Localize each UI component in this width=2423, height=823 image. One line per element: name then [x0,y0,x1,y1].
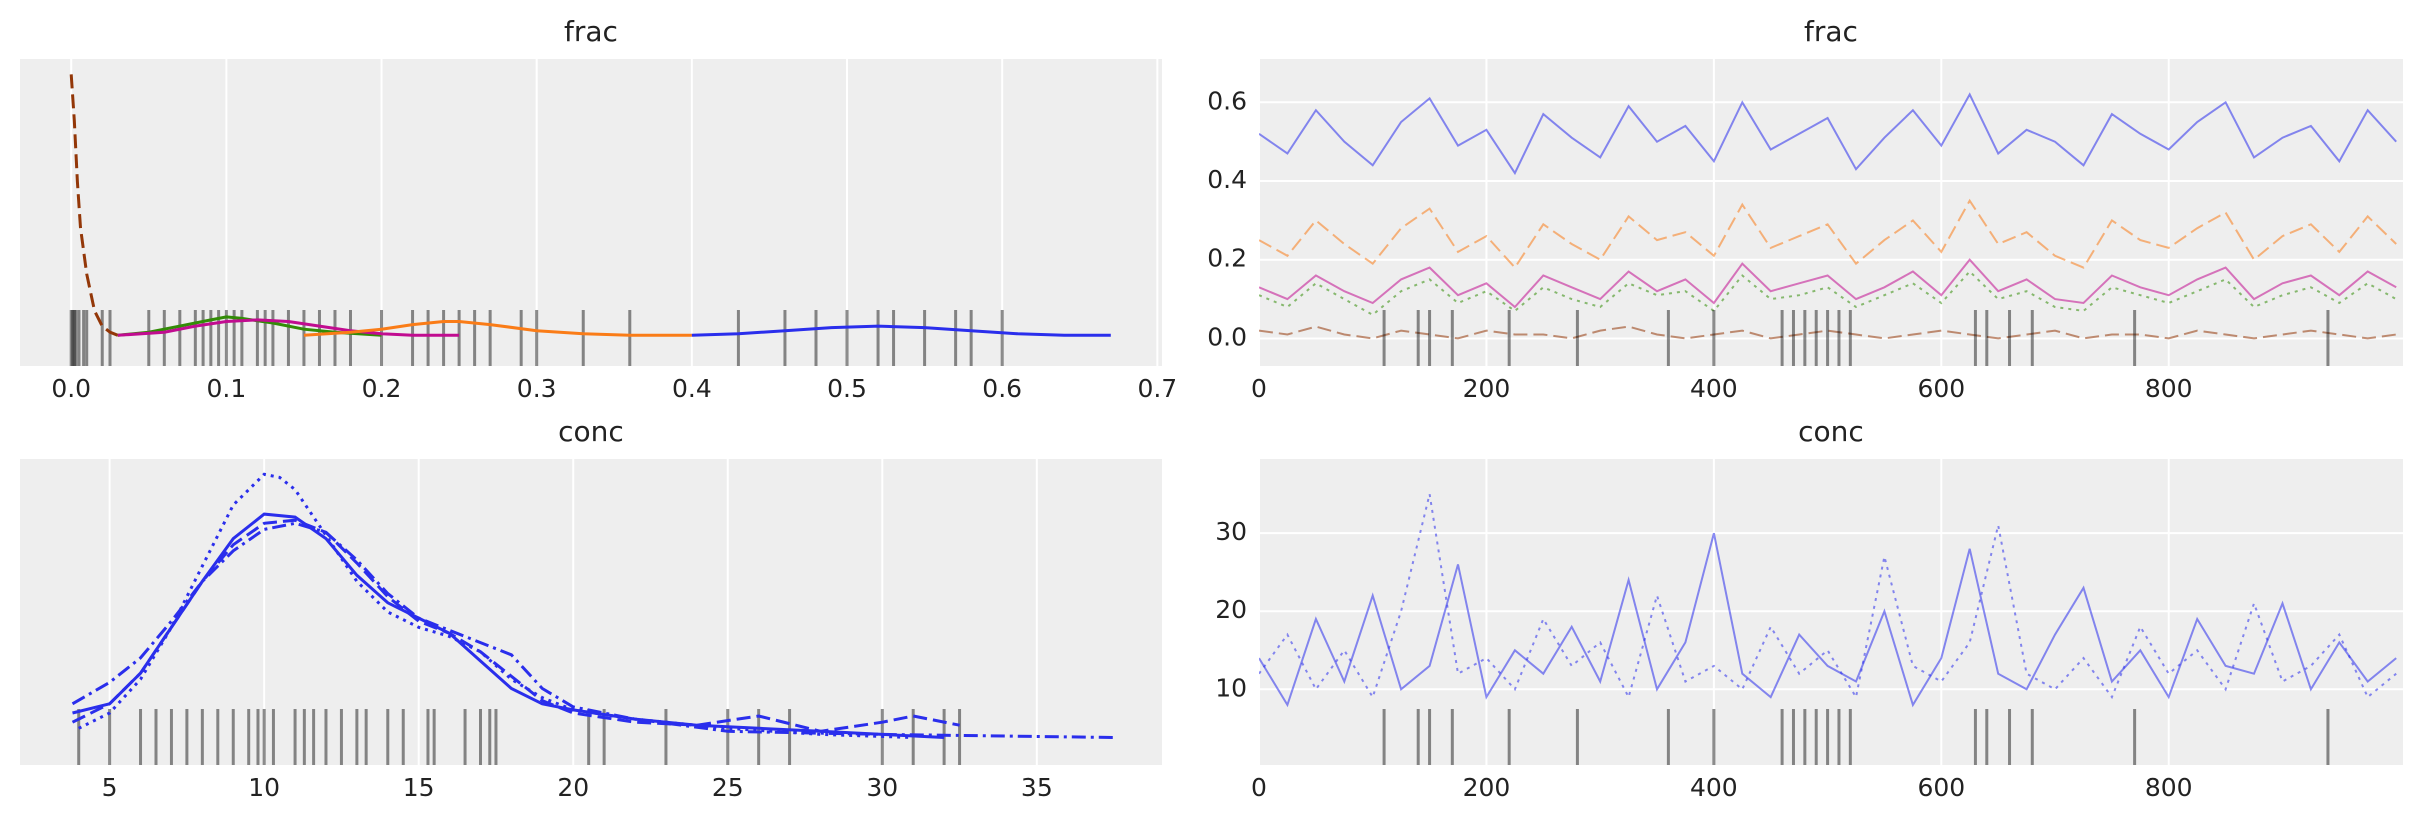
y-tick-label: 0.4 [1207,165,1247,194]
series-line [78,472,914,739]
y-tick-label: 20 [1215,595,1247,624]
x-tick-label: 25 [712,773,744,802]
panel: frac 0.0 0.1 0.2 0.3 0.4 0.5 0.6 0.7 [20,15,1177,403]
series-line [691,324,1111,337]
x-tick-label: 400 [1690,374,1738,403]
x-tick-label: 0.3 [517,374,557,403]
x-tick-label: 0.1 [206,374,246,403]
series-line [1259,493,2397,700]
plot-area [1259,59,2403,366]
x-tick-label: 800 [2145,374,2193,403]
plot-area [20,459,1162,765]
y-tick-label: 0.0 [1207,322,1247,351]
series-line [71,518,960,733]
x-tick-label: 600 [1917,773,1965,802]
series-line [1259,325,2397,340]
x-tick-label: 0 [1251,773,1267,802]
plot-area [20,59,1162,366]
y-tick-label: 30 [1215,517,1247,546]
x-tick-label: 20 [557,773,589,802]
series-line [1259,532,2397,708]
series-line [1259,270,2397,317]
x-tick-label: 5 [102,773,118,802]
x-tick-label: 0.4 [672,374,712,403]
series-line [117,315,382,337]
panel-title: conc [1798,415,1864,448]
series-line [117,318,460,337]
x-tick-label: 10 [248,773,280,802]
series-line [1259,198,2397,270]
marks [71,472,1115,765]
series-line [1259,92,2397,176]
series-line [303,320,692,337]
x-tick-label: 0.2 [362,374,402,403]
x-tick-label: 200 [1463,374,1511,403]
x-tick-label: 0.0 [51,374,91,403]
panel: conc 0 200 400 600 800 10 20 30 [1215,415,2403,802]
series-line [69,74,119,337]
panel-title: frac [564,15,618,48]
x-tick-label: 0.5 [827,374,867,403]
panel: conc 5 10 15 20 25 30 35 [20,415,1162,802]
x-tick-label: 35 [1021,773,1053,802]
x-tick-label: 0 [1251,374,1267,403]
marks [69,74,1111,366]
x-tick-label: 200 [1463,773,1511,802]
panel-title: conc [558,415,624,448]
x-tick-label: 15 [403,773,435,802]
panel: frac 0 200 400 600 800 0.0 0.2 0.4 0.6 [1207,15,2403,403]
marks [1259,92,2397,366]
x-tick-label: 0.6 [982,374,1022,403]
x-tick-label: 30 [866,773,898,802]
panel-title: frac [1804,15,1858,48]
y-tick-label: 0.2 [1207,244,1247,273]
y-tick-label: 10 [1215,673,1247,702]
x-tick-label: 0.7 [1137,374,1177,403]
x-tick-label: 600 [1917,374,1965,403]
series-line [1259,258,2397,309]
x-tick-label: 400 [1690,773,1738,802]
y-tick-label: 0.6 [1207,86,1247,115]
x-tick-label: 800 [2145,773,2193,802]
series-line [71,521,1115,739]
marks [1259,493,2397,765]
